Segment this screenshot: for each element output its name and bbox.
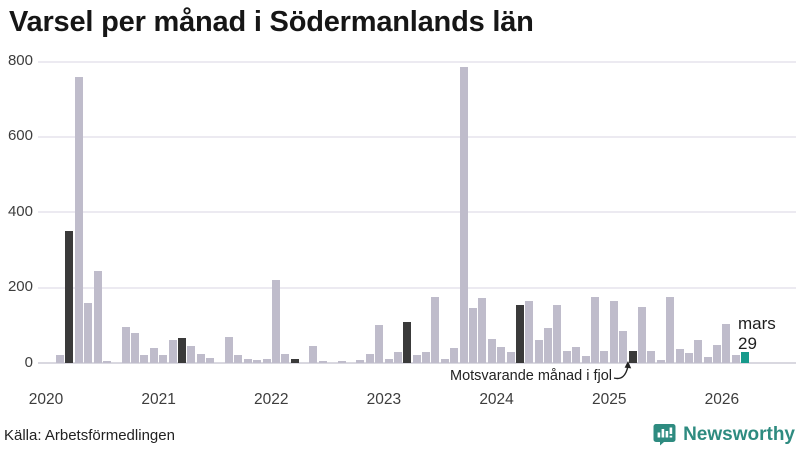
bar-normal-22 xyxy=(253,359,262,363)
bar-normal-31 xyxy=(337,360,346,363)
newsworthy-logo-text: Newsworthy xyxy=(683,423,795,445)
source-text: Källa: Arbetsförmedlingen xyxy=(4,427,175,444)
bar-normal-5 xyxy=(93,270,102,363)
bar-normal-33 xyxy=(356,359,365,363)
annotation-same-month-last-year: Motsvarande månad i fjol xyxy=(450,368,612,384)
current-month-value: 29 xyxy=(738,333,757,353)
bar-fjol-2 xyxy=(65,231,74,363)
current-month-label: mars 29 xyxy=(738,314,776,353)
x-tick-2024: 2024 xyxy=(479,391,514,408)
bar-normal-19 xyxy=(224,336,233,363)
gridline-0 xyxy=(38,362,796,364)
bar-normal-45 xyxy=(469,308,477,363)
bar-normal-11 xyxy=(149,347,158,363)
bar-normal-47 xyxy=(487,338,496,363)
bar-normal-69 xyxy=(694,339,703,363)
bar-normal-17 xyxy=(206,357,215,363)
x-tick-2023: 2023 xyxy=(366,391,402,408)
y-tick-400: 400 xyxy=(7,202,33,220)
newsworthy-bar-chart-icon xyxy=(653,424,676,446)
bar-normal-73 xyxy=(731,354,740,363)
bar-normal-42 xyxy=(440,359,449,363)
bar-normal-25 xyxy=(281,354,290,363)
chart-title: Varsel per månad i Södermanlands län xyxy=(9,6,534,38)
bar-normal-56 xyxy=(572,347,581,363)
bar-normal-53 xyxy=(544,327,553,363)
bar-fjol-38 xyxy=(403,321,412,363)
bar-normal-72 xyxy=(722,324,731,363)
bar-normal-40 xyxy=(422,351,431,363)
bar-fjol-26 xyxy=(290,359,299,363)
bar-normal-13 xyxy=(168,340,177,363)
bar-normal-16 xyxy=(196,353,205,363)
bar-normal-49 xyxy=(506,351,515,363)
bar-normal-6 xyxy=(102,361,111,363)
x-tick-2025: 2025 xyxy=(591,391,627,408)
x-tick-2020: 2020 xyxy=(28,391,64,408)
bar-normal-52 xyxy=(534,340,543,363)
bar-normal-59 xyxy=(600,351,609,363)
bar-normal-46 xyxy=(478,297,487,363)
bar-normal-10 xyxy=(140,355,149,363)
bar-normal-39 xyxy=(412,355,421,363)
bar-normal-63 xyxy=(637,307,646,363)
bar-normal-51 xyxy=(525,300,534,363)
bar-normal-57 xyxy=(581,355,590,363)
y-tick-200: 200 xyxy=(7,278,33,296)
newsworthy-logo[interactable]: Newsworthy xyxy=(653,423,795,446)
bar-normal-43 xyxy=(450,347,459,363)
bar-normal-21 xyxy=(243,358,252,363)
bar-normal-58 xyxy=(591,297,600,363)
bar-normal-44 xyxy=(459,67,468,363)
gridline-600 xyxy=(38,135,796,138)
x-tick-2022: 2022 xyxy=(254,391,289,408)
bar-normal-55 xyxy=(562,351,571,363)
gridline-400 xyxy=(38,211,796,214)
bar-normal-48 xyxy=(497,346,506,363)
bar-normal-61 xyxy=(619,330,628,363)
bar-normal-24 xyxy=(271,280,280,363)
bar-normal-36 xyxy=(384,359,393,363)
bar-normal-4 xyxy=(84,302,93,363)
bar-normal-60 xyxy=(609,300,618,363)
bar-normal-15 xyxy=(187,346,196,363)
bar-normal-65 xyxy=(656,359,665,363)
bar-current-74 xyxy=(741,352,750,363)
bar-normal-9 xyxy=(131,332,140,363)
bar-normal-35 xyxy=(375,325,384,363)
bar-normal-67 xyxy=(675,349,684,363)
gridline-200 xyxy=(38,286,796,289)
bar-fjol-62 xyxy=(628,350,637,363)
bar-normal-64 xyxy=(647,350,656,363)
gridline-800 xyxy=(38,60,796,63)
bar-normal-71 xyxy=(713,344,722,363)
bar-normal-1 xyxy=(55,355,64,363)
bar-normal-20 xyxy=(234,354,243,363)
y-tick-600: 600 xyxy=(7,127,33,145)
annotation-arrow-icon xyxy=(613,361,632,380)
bar-normal-54 xyxy=(553,305,562,363)
bar-normal-29 xyxy=(318,360,327,363)
y-tick-800: 800 xyxy=(7,52,33,69)
bar-normal-3 xyxy=(74,76,83,363)
bar-normal-8 xyxy=(121,327,130,363)
bar-fjol-50 xyxy=(515,304,524,363)
bar-normal-23 xyxy=(262,359,271,363)
y-tick-0: 0 xyxy=(24,353,33,371)
x-tick-2021: 2021 xyxy=(141,391,176,408)
bar-normal-41 xyxy=(431,297,440,363)
bar-normal-12 xyxy=(159,354,168,363)
bar-fjol-14 xyxy=(178,337,187,363)
bar-normal-37 xyxy=(393,352,402,363)
bar-normal-66 xyxy=(666,297,675,363)
bar-normal-70 xyxy=(703,356,712,363)
x-tick-2026: 2026 xyxy=(704,391,740,408)
bar-normal-28 xyxy=(309,346,318,363)
bar-normal-34 xyxy=(365,354,374,363)
bar-normal-68 xyxy=(684,353,693,363)
current-month-name: mars xyxy=(738,314,776,333)
